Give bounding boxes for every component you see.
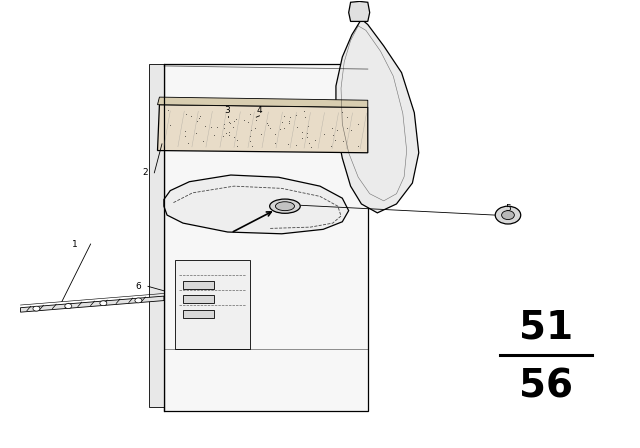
Circle shape xyxy=(495,206,521,224)
Circle shape xyxy=(135,298,142,303)
Polygon shape xyxy=(164,64,368,411)
Text: 5: 5 xyxy=(505,204,511,213)
Bar xyxy=(183,280,214,289)
Polygon shape xyxy=(175,260,250,349)
Text: 51: 51 xyxy=(519,309,573,347)
Polygon shape xyxy=(149,64,164,406)
Polygon shape xyxy=(157,97,368,108)
Ellipse shape xyxy=(269,199,300,213)
Ellipse shape xyxy=(275,202,294,211)
Polygon shape xyxy=(336,19,419,213)
Circle shape xyxy=(100,301,107,306)
Polygon shape xyxy=(20,296,164,312)
Circle shape xyxy=(502,211,515,220)
Circle shape xyxy=(65,304,72,309)
Circle shape xyxy=(33,306,40,311)
Text: 1: 1 xyxy=(72,240,77,249)
Text: 56: 56 xyxy=(519,367,573,405)
Text: 3: 3 xyxy=(225,106,230,115)
Text: 6: 6 xyxy=(136,282,141,291)
Polygon shape xyxy=(157,105,368,153)
Text: 2: 2 xyxy=(142,168,148,177)
Bar xyxy=(183,295,214,303)
Text: 4: 4 xyxy=(257,106,262,115)
Polygon shape xyxy=(349,1,370,22)
Polygon shape xyxy=(164,175,349,234)
Bar xyxy=(183,310,214,319)
